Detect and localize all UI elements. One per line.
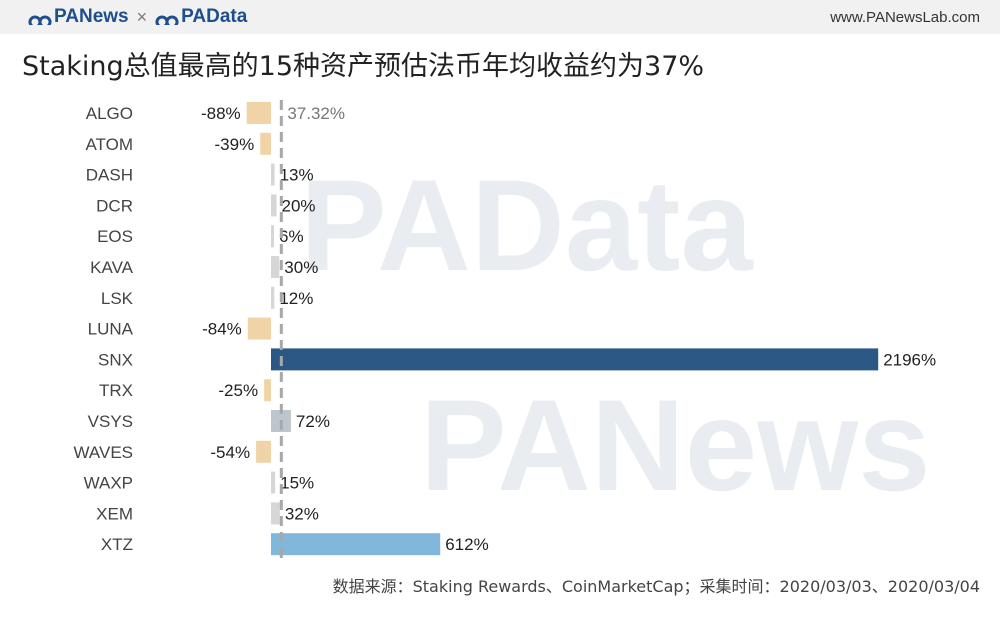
category-label: ATOM — [85, 135, 133, 154]
category-label: ALGO — [86, 104, 133, 123]
category-label: WAXP — [84, 474, 133, 493]
brand-padata: PAData — [181, 6, 248, 27]
category-label: LUNA — [88, 320, 134, 339]
value-label: 15% — [280, 474, 314, 493]
brand-panews: PANews — [54, 6, 129, 27]
average-reference-label: 37.32% — [287, 104, 345, 123]
watermark-padata: PAData — [300, 152, 753, 298]
panews-logo-icon — [28, 15, 52, 25]
category-label: DASH — [86, 166, 133, 185]
padata-logo-icon — [155, 15, 179, 25]
value-label: -39% — [215, 135, 255, 154]
bar — [271, 225, 274, 248]
category-label: EOS — [97, 227, 133, 246]
value-label: -25% — [218, 381, 258, 400]
category-label: XEM — [96, 504, 133, 523]
bar — [271, 286, 275, 309]
category-label: LSK — [101, 289, 134, 308]
bar — [271, 348, 879, 371]
bar — [271, 256, 280, 278]
category-label: TRX — [99, 381, 133, 400]
top-bar: PANews × PAData www.PANewsLab.com — [0, 0, 1000, 34]
bar — [271, 471, 276, 494]
value-label: -88% — [201, 104, 241, 123]
bar — [264, 379, 271, 402]
value-label: 6% — [279, 227, 304, 246]
bar — [271, 502, 280, 525]
value-label: 30% — [284, 258, 318, 277]
bar — [271, 163, 275, 186]
brand-separator: × — [136, 6, 148, 27]
value-label: 20% — [282, 196, 316, 215]
value-label: -84% — [202, 320, 242, 339]
category-label: VSYS — [88, 412, 133, 431]
bar — [271, 533, 441, 556]
value-label: 12% — [279, 289, 313, 308]
value-label: 72% — [296, 412, 330, 431]
source-note: 数据来源：Staking Rewards、CoinMarketCap；采集时间：… — [332, 577, 980, 596]
bar — [256, 440, 271, 463]
value-label: 13% — [280, 166, 314, 185]
category-label: SNX — [98, 350, 133, 369]
value-label: 612% — [445, 535, 488, 554]
category-label: WAVES — [73, 443, 133, 462]
category-label: XTZ — [101, 535, 133, 554]
chart-title: Staking总值最高的15种资产预估法币年均收益约为37% — [22, 51, 705, 82]
category-label: KAVA — [90, 258, 133, 277]
value-label: 32% — [285, 504, 319, 523]
value-label: -54% — [210, 443, 250, 462]
category-label: DCR — [96, 196, 133, 215]
value-label: 2196% — [883, 350, 936, 369]
bar — [246, 102, 271, 124]
bar — [260, 132, 271, 155]
brand: PANews × PAData — [28, 6, 247, 28]
watermark-panews: PANews — [420, 372, 931, 518]
bar — [247, 317, 271, 340]
site-url: www.PANewsLab.com — [830, 9, 980, 26]
bar — [271, 194, 277, 217]
